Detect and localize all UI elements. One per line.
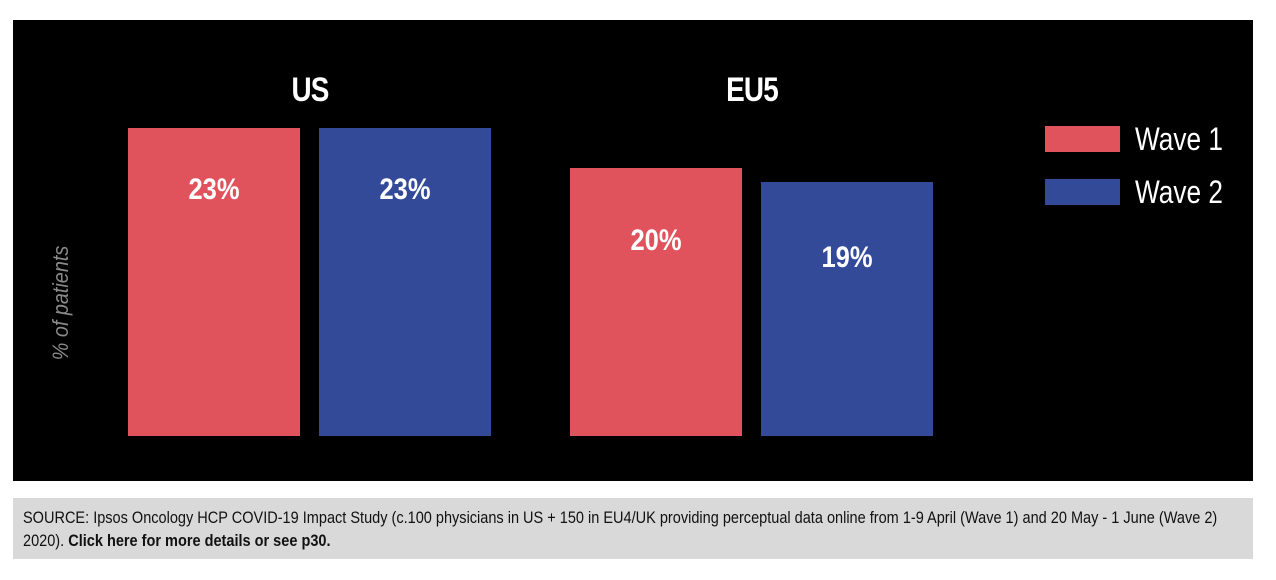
group-title-eu5: EU5 bbox=[726, 71, 779, 109]
y-axis-label: % of patients bbox=[48, 245, 73, 361]
bar-value-label: 20% bbox=[630, 224, 682, 257]
bar-us-wave1: 23% bbox=[128, 128, 300, 436]
legend-item-wave1: Wave 1 bbox=[1045, 121, 1265, 158]
bar-us-wave2: 23% bbox=[319, 128, 491, 436]
legend-swatch-wave2 bbox=[1045, 179, 1120, 205]
source-text: SOURCE: Ipsos Oncology HCP COVID-19 Impa… bbox=[23, 509, 1218, 550]
bar-value-label: 23% bbox=[188, 173, 240, 206]
source-text-block: SOURCE: Ipsos Oncology HCP COVID-19 Impa… bbox=[23, 507, 1246, 553]
legend-swatch-wave1 bbox=[1045, 126, 1120, 152]
bar-eu5-wave2: 19% bbox=[761, 182, 933, 436]
bar-value-label: 23% bbox=[379, 173, 431, 206]
group-title-us: US bbox=[291, 71, 329, 109]
legend-item-wave2: Wave 2 bbox=[1045, 174, 1265, 211]
details-link[interactable]: Click here for more details or see p30. bbox=[68, 532, 331, 550]
bar-value-label: 19% bbox=[821, 241, 873, 274]
legend-label-wave1: Wave 1 bbox=[1135, 121, 1223, 157]
source-note: SOURCE: Ipsos Oncology HCP COVID-19 Impa… bbox=[13, 498, 1253, 559]
bar-eu5-wave1: 20% bbox=[570, 168, 742, 436]
chart-panel: % of patients US EU5 23% 23% 20% 19% bbox=[13, 20, 1253, 481]
legend-label-wave2: Wave 2 bbox=[1135, 174, 1223, 210]
